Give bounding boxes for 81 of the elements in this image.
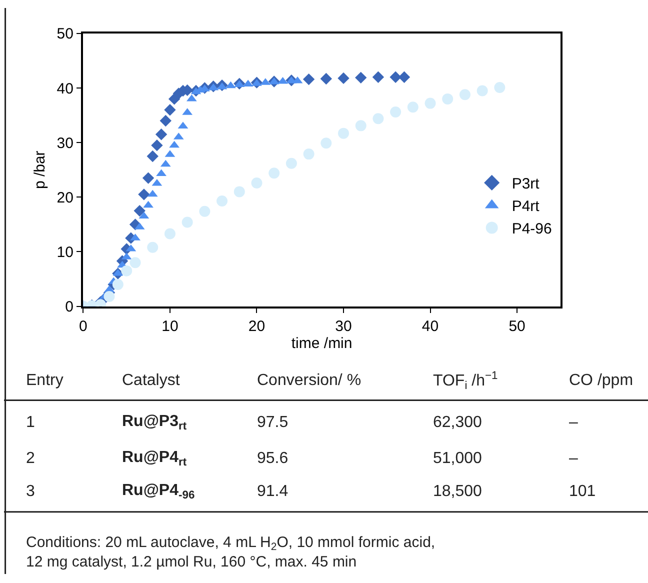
point (302, 73, 315, 86)
point (320, 138, 332, 149)
y-tick-label: 50 (56, 26, 74, 43)
y-axis-title: p /bar (32, 150, 49, 190)
y-tick-label: 10 (56, 244, 74, 261)
point (303, 148, 314, 160)
point (442, 93, 454, 104)
point (151, 139, 163, 152)
text: Catalyst (122, 372, 180, 389)
x-axis-title: time /min (291, 335, 352, 352)
point (355, 120, 366, 132)
text: – (569, 414, 578, 431)
point (199, 206, 210, 217)
point (130, 257, 141, 268)
point (459, 89, 470, 100)
point (372, 71, 384, 83)
point (476, 85, 488, 96)
point (268, 168, 280, 179)
text: 2 (26, 450, 35, 467)
point (134, 204, 146, 217)
text: 18,500 (433, 483, 482, 500)
point (398, 71, 410, 83)
point (338, 128, 349, 139)
point (216, 195, 228, 206)
x-tick-label: 40 (422, 318, 439, 336)
legend-label: P4rt (512, 198, 540, 216)
point (146, 150, 158, 162)
y-tick-label: 30 (56, 134, 74, 152)
text: CO /ppm (569, 372, 634, 389)
text: 95.6 (257, 450, 288, 467)
point (390, 71, 402, 83)
legend-label: P4-96 (512, 220, 552, 238)
text: Ru@P4$_{-96}$ (122, 482, 195, 502)
point (182, 216, 193, 228)
point (164, 104, 176, 116)
text: 51,000 (433, 450, 482, 467)
point (121, 265, 132, 276)
point (234, 186, 245, 198)
point (155, 128, 168, 140)
text: 97.5 (257, 414, 288, 431)
point (138, 188, 150, 200)
x-tick-label: 30 (335, 318, 352, 336)
y-tick-label: 40 (56, 80, 74, 98)
point (372, 113, 384, 124)
point (424, 98, 436, 109)
text: 62,300 (433, 414, 482, 431)
text: Conditions: 20 mL autoclave, 4 mL H$_{2}$O, 10 mmol formic acid, 12 mg catalyst, 1.2 µmol Ru, 160 °C, max. 45 min (26, 534, 436, 570)
point (142, 172, 154, 184)
text: TOF$_{i}$ /h$^{−1}$ (433, 370, 498, 392)
text: Ru@P3$_{rt}$ (122, 413, 187, 432)
point (278, 76, 288, 84)
point (286, 158, 297, 169)
y-tick-label: 0 (65, 298, 74, 316)
x-tick-label: 20 (248, 318, 266, 336)
text: Conversion/ % (257, 372, 362, 389)
point (338, 72, 350, 84)
text: – (569, 450, 578, 467)
point (494, 82, 506, 93)
x-tick-label: 10 (162, 318, 178, 336)
text: 91.4 (257, 483, 288, 500)
x-tick-label: 0 (79, 318, 88, 336)
legend-label: P3rt (512, 176, 540, 193)
point (104, 290, 115, 302)
point (390, 106, 402, 118)
point (112, 278, 124, 290)
text: Ru@P4$_{rt}$ (122, 449, 187, 468)
point (320, 72, 332, 85)
text: 1 (26, 414, 35, 431)
text: Entry (26, 372, 64, 389)
point (160, 114, 172, 127)
point (251, 177, 262, 188)
text: 3 (26, 483, 35, 500)
point (143, 200, 154, 208)
text: 101 (569, 483, 596, 500)
point (226, 81, 236, 88)
point (164, 228, 176, 240)
x-tick-label: 50 (508, 318, 526, 336)
point (355, 72, 367, 84)
point (147, 242, 158, 253)
y-tick-label: 20 (56, 189, 74, 206)
point (407, 102, 418, 113)
